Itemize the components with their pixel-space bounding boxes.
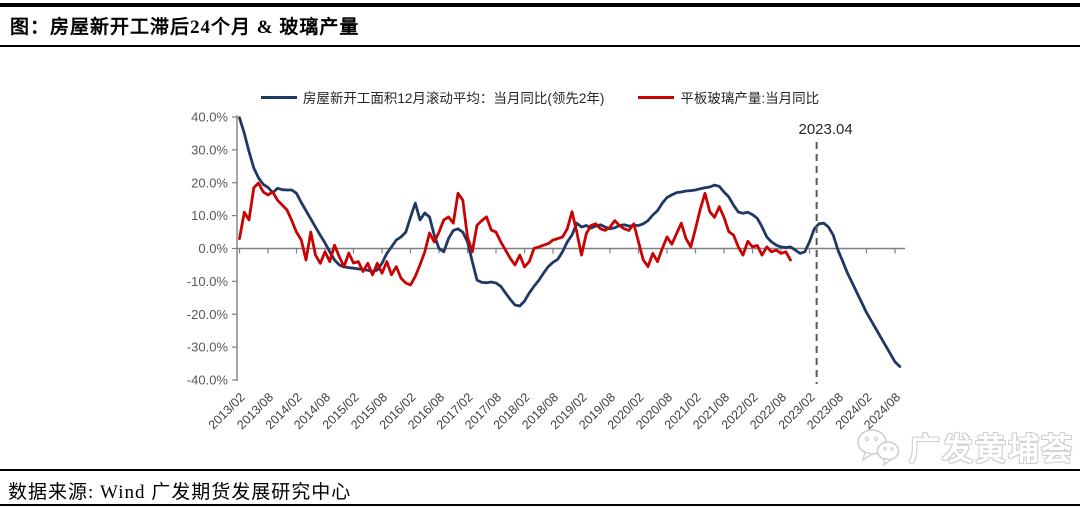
wechat-icon [857,428,900,467]
chart-title-bar: 图：房屋新开工滞后24个月 & 玻璃产量 [10,12,1070,39]
y-tick-label: -30.0% [187,340,229,355]
title-divider-rule [0,45,1080,47]
legend-line-swatch [260,95,297,99]
legend-item: 平板玻璃产量:当月同比 [638,87,819,107]
annotation-label: 2023.04 [799,121,853,138]
footer-divider-rule [0,469,1080,471]
y-tick-label: 30.0% [191,142,228,157]
data-source: 数据来源: Wind 广发期货发展研究中心 [8,482,352,503]
series-line-0 [238,116,902,368]
y-tick-label: 10.0% [191,208,228,223]
y-tick-label: -20.0% [187,307,229,322]
y-tick-label: 20.0% [191,175,228,190]
top-thick-rule [0,3,1080,7]
legend-label: 平板玻璃产量:当月同比 [680,91,820,106]
series-line-1 [238,181,792,287]
watermark-text: 广发黄埔荟 [909,432,1074,467]
y-tick-label: -40.0% [187,373,229,388]
bottom-rule [0,504,1080,506]
legend-line-swatch [638,95,675,99]
chart-legend: 房屋新开工面积12月滚动平均：当月同比(领先2年) 平板玻璃产量:当月同比 [0,87,1080,107]
watermark: 广发黄埔荟 [855,424,1074,469]
y-tick-label: 40.0% [191,110,228,125]
legend-label: 房屋新开工面积12月滚动平均：当月同比(领先2年) [302,91,605,106]
y-tick-label: -10.0% [187,274,229,289]
chart-title: 图：房屋新开工滞后24个月 & 玻璃产量 [10,17,360,38]
y-tick-label: 0.0% [198,241,228,256]
legend-item: 房屋新开工面积12月滚动平均：当月同比(领先2年) [260,87,605,107]
